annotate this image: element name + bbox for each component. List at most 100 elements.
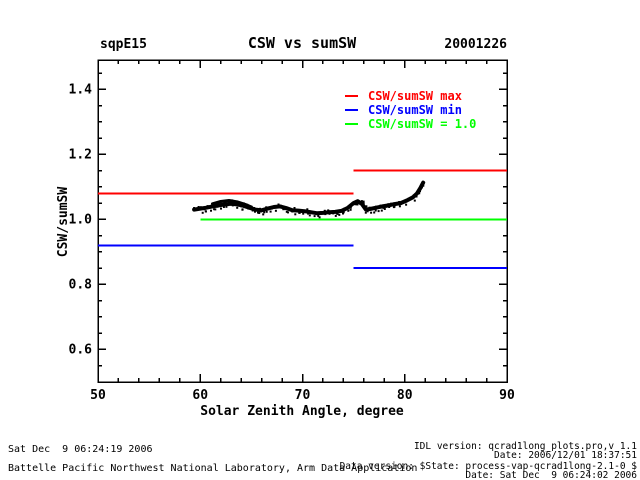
scatter-point [277, 203, 280, 206]
y-axis-label: CSW/sumSW [56, 187, 71, 258]
scatter-point [294, 213, 297, 216]
scatter-point [240, 205, 243, 208]
scatter-point [214, 204, 217, 207]
scatter-point [417, 190, 420, 193]
scatter-point [313, 215, 316, 218]
scatter-point [302, 212, 305, 215]
scatter-point [263, 211, 266, 214]
scatter-point [220, 207, 222, 210]
y-tick-label: 0.6 [69, 342, 93, 357]
footer-organization: Battelle Pacific Northwest National Labo… [8, 463, 417, 474]
scatter-point [193, 207, 196, 209]
scatter-point [315, 213, 318, 216]
scatter-point [235, 202, 238, 205]
scatter-point [398, 203, 401, 206]
scatter-point [246, 203, 249, 206]
scatter-point [214, 208, 217, 211]
scatter-point [298, 211, 301, 214]
ratio-trace [192, 180, 426, 216]
y-tick-label: 1.4 [69, 82, 93, 97]
scatter-point [317, 213, 319, 216]
scatter-point [370, 211, 373, 214]
date-label: 20001226 [444, 37, 507, 52]
scatter-point [259, 210, 262, 213]
scatter-point [219, 201, 222, 203]
scatter-point [351, 203, 354, 206]
scatter-point [231, 204, 234, 207]
footer-data-version: Data version: $State: process-vap-qcrad1… [340, 461, 638, 472]
footer-timestamp: Sat Dec 9 06:24:19 2006 [8, 444, 153, 455]
scatter-point [380, 209, 383, 212]
scatter-point [279, 204, 282, 207]
scatter-point [201, 211, 204, 214]
scatter-point [419, 190, 421, 193]
scatter-point [422, 184, 425, 187]
scatter-point [402, 201, 405, 204]
scatter-point [413, 199, 416, 202]
scatter-point [231, 199, 234, 202]
scatter-point [323, 209, 326, 212]
legend-label: CSW/sumSW max [368, 89, 462, 103]
scatter-point [231, 202, 234, 205]
scatter-point [364, 211, 367, 214]
scatter-point [196, 207, 199, 210]
scatter-point [415, 195, 418, 198]
scatter-point [223, 202, 226, 205]
scatter-point [329, 210, 332, 213]
x-tick-label: 60 [192, 388, 208, 403]
scatter-point [258, 212, 261, 214]
scatter-point [379, 204, 382, 207]
scatter-point [282, 208, 285, 211]
scatter-point [287, 211, 289, 214]
scatter-point [373, 211, 376, 214]
scatter-point [405, 200, 408, 203]
scatter-point [259, 207, 261, 210]
scatter-point [385, 205, 388, 208]
y-tick-label: 1.2 [69, 147, 92, 162]
scatter-point [253, 207, 256, 209]
scatter-point [398, 205, 401, 208]
x-tick-label: 70 [295, 388, 311, 403]
scatter-point [387, 203, 390, 206]
scatter-point [311, 212, 314, 215]
scatter-point [293, 207, 296, 209]
scatter-point [237, 201, 240, 203]
scatter-point [225, 205, 228, 208]
scatter-point [388, 206, 391, 208]
scatter-point [250, 208, 253, 211]
scatter-point [251, 209, 254, 212]
footer-idl-date: Date: 2006/12/01 18:37:51 [494, 450, 637, 461]
scatter-point [216, 202, 219, 205]
scatter-point [228, 201, 231, 204]
scatter-point [304, 210, 307, 212]
scatter-point [262, 213, 265, 216]
scatter-point [399, 202, 402, 205]
scatter-point [359, 203, 362, 206]
scatter-point [354, 203, 357, 206]
scatter-point [332, 212, 335, 215]
scatter-point [222, 206, 225, 208]
scatter-point [291, 210, 294, 213]
scatter-point [229, 202, 232, 205]
x-tick-label: 50 [90, 388, 106, 403]
scatter-point [343, 207, 346, 210]
scatter-point [298, 209, 301, 212]
scatter-point [382, 206, 385, 209]
scatter-point [374, 209, 377, 212]
scatter-point [199, 206, 202, 209]
scatter-point [254, 210, 256, 213]
scatter-point [362, 200, 365, 203]
scatter-point [308, 214, 311, 217]
scatter-point [276, 205, 278, 208]
scatter-point [409, 197, 412, 200]
scatter-point [375, 205, 377, 208]
scatter-point [216, 205, 219, 208]
scatter-point [308, 210, 311, 213]
scatter-point [328, 212, 331, 215]
scatter-point [383, 208, 386, 210]
scatter-point [338, 213, 341, 216]
scatter-point [233, 202, 235, 205]
scatter-point [204, 210, 207, 213]
